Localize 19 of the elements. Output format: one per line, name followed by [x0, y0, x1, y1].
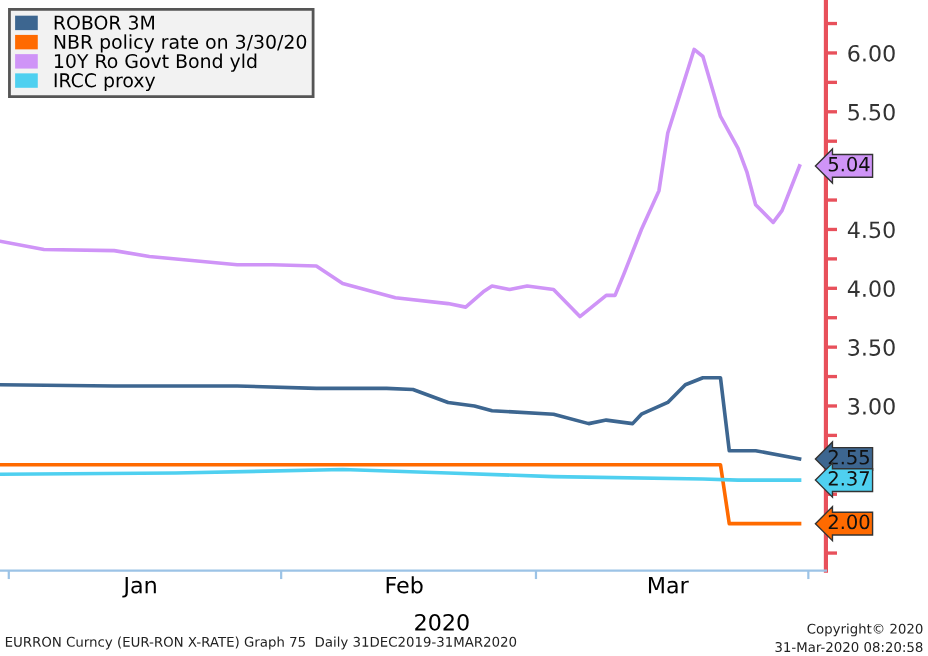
y-tick-label: 6.00 — [848, 44, 895, 62]
data-label: 2.55 — [828, 449, 869, 465]
y-tick-label: 5.50 — [848, 103, 895, 121]
legend-label: IRCC proxy — [54, 73, 156, 92]
legend-label: NBR policy rate on 3/30/20 — [54, 34, 307, 53]
y-tick-label: 3.00 — [848, 397, 895, 415]
data-label: 2.00 — [828, 514, 870, 530]
y-tick-label: 3.50 — [848, 339, 895, 356]
y-tick-label: 4.50 — [847, 221, 895, 239]
legend-label: ROBOR 3M — [54, 15, 154, 30]
x-axis-title: 2020 — [415, 613, 469, 631]
legend-label: 10Y Ro Govt Bond yld — [54, 53, 257, 72]
y-tick-label: 4.00 — [847, 280, 895, 298]
x-tick-label: Mar — [648, 576, 689, 594]
data-label: 5.04 — [828, 156, 870, 172]
x-tick-label: Jan — [122, 576, 156, 598]
data-label: 2.37 — [828, 471, 869, 486]
x-tick-label: Feb — [386, 576, 423, 594]
line-series — [0, 375, 802, 461]
